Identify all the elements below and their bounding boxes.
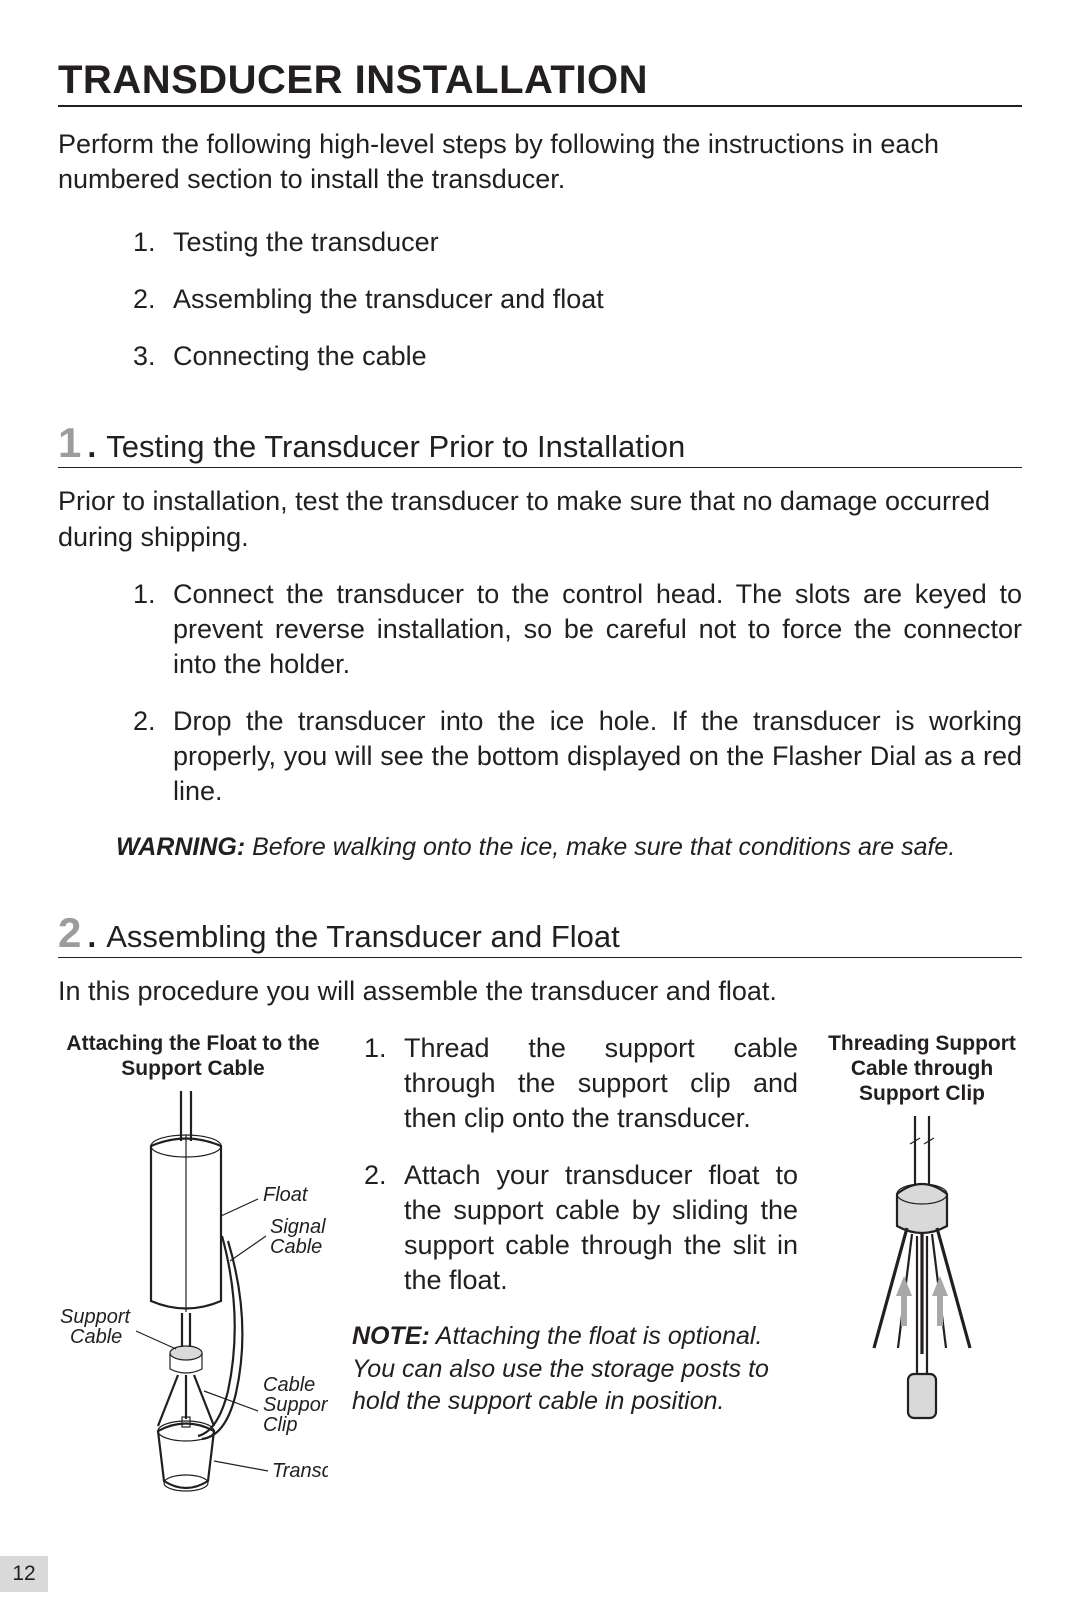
overview-step: Connecting the cable [163, 339, 1022, 374]
svg-text:Cable: Cable [270, 1236, 322, 1258]
section-intro: Prior to installation, test the transduc… [58, 484, 1022, 554]
note-lead: NOTE: [352, 1322, 430, 1350]
assembly-row: Attaching the Float to the Support Cable [58, 1031, 1022, 1516]
label-clip: Cable [263, 1374, 315, 1396]
step: Connect the transducer to the control he… [163, 577, 1022, 682]
assembly-steps: Thread the support cable through the sup… [352, 1031, 798, 1299]
svg-text:Clip: Clip [263, 1414, 297, 1436]
step: Drop the transducer into the ice hole. I… [163, 704, 1022, 809]
section-heading: 1 . Testing the Transducer Prior to Inst… [58, 422, 1022, 468]
section-dot: . [87, 430, 96, 462]
section-title: Assembling the Transducer and Float [106, 919, 620, 955]
float-diagram: Float Signal Cable Support Cable Cable S… [58, 1091, 328, 1511]
section-title: Testing the Transducer Prior to Installa… [106, 429, 685, 465]
label-support: Support [60, 1306, 131, 1328]
page-number: 12 [0, 1556, 48, 1592]
section-number: 1 [58, 422, 81, 464]
figure-threading: Threading Support Cable through Support … [822, 1031, 1022, 1452]
step: Thread the support cable through the sup… [394, 1031, 798, 1136]
intro-paragraph: Perform the following high-level steps b… [58, 127, 1022, 197]
note: NOTE: Attaching the float is optional. Y… [352, 1320, 798, 1418]
overview-step: Assembling the transducer and float [163, 282, 1022, 317]
testing-steps: Connect the transducer to the control he… [58, 577, 1022, 810]
warning-lead: WARNING: [116, 833, 245, 861]
label-transducer: Transducer [272, 1460, 328, 1482]
section-dot: . [87, 920, 96, 952]
label-signal: Signal [270, 1216, 326, 1238]
svg-text:Cable: Cable [70, 1326, 122, 1348]
overview-steps: Testing the transducer Assembling the tr… [58, 225, 1022, 374]
label-float: Float [263, 1184, 309, 1206]
assembly-text: Thread the support cable through the sup… [352, 1031, 798, 1418]
figure-title: Threading Support Cable through Support … [822, 1031, 1022, 1107]
overview-step: Testing the transducer [163, 225, 1022, 260]
threading-diagram [832, 1116, 1012, 1446]
figure-float-assembly: Attaching the Float to the Support Cable [58, 1031, 328, 1516]
section-heading: 2 . Assembling the Transducer and Float [58, 912, 1022, 958]
warning-text: Before walking onto the ice, make sure t… [245, 833, 955, 861]
section-testing: 1 . Testing the Transducer Prior to Inst… [58, 422, 1022, 863]
section-assembling: 2 . Assembling the Transducer and Float … [58, 912, 1022, 1516]
page-title: TRANSDUCER INSTALLATION [58, 58, 1022, 107]
section-number: 2 [58, 912, 81, 954]
warning-note: WARNING: Before walking onto the ice, ma… [58, 831, 1022, 864]
step: Attach your transducer float to the supp… [394, 1158, 798, 1298]
section-intro: In this procedure you will assemble the … [58, 974, 1022, 1009]
figure-title: Attaching the Float to the Support Cable [58, 1031, 328, 1081]
svg-text:Support: Support [263, 1394, 328, 1416]
